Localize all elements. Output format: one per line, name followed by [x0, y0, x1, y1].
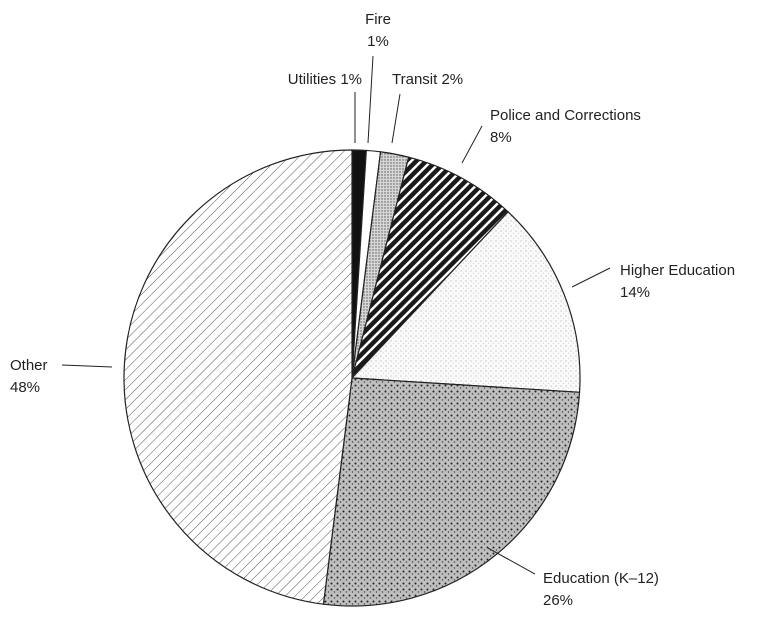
slice-label: Fire 1%: [365, 11, 391, 50]
value-label: 48%: [10, 379, 40, 396]
leader-line: [461, 125, 483, 164]
slice-label: Police and Corrections 8%: [490, 107, 641, 146]
value-label: 2%: [441, 71, 463, 88]
leader-line: [391, 93, 401, 144]
category-label: Fire: [365, 11, 391, 28]
value-label: 8%: [490, 129, 512, 146]
labels: Utilities 1% Fire 1% Transit 2% Police and C…: [10, 11, 735, 609]
value-label: 1%: [367, 33, 389, 50]
slice-label: Education (K–12) 26%: [543, 570, 659, 609]
leader-line: [367, 55, 374, 144]
category-label: Transit: [392, 71, 438, 88]
pie: [123, 149, 581, 607]
slice-label: Utilities 1%: [288, 71, 362, 88]
slice-label: Other 48%: [10, 357, 48, 396]
slice-label: Higher Education 14%: [620, 262, 735, 301]
pie-slice: [350, 210, 581, 393]
category-label: Other: [10, 357, 48, 374]
leader-line: [61, 364, 113, 368]
value-label: 1%: [340, 71, 362, 88]
value-label: 14%: [620, 284, 650, 301]
slice-label: Transit 2%: [392, 71, 463, 88]
value-label: 26%: [543, 592, 573, 609]
leader-line: [571, 267, 611, 288]
category-label: Education (K–12): [543, 570, 659, 587]
category-label: Utilities: [288, 71, 336, 88]
pie-slice: [351, 156, 509, 379]
pie-slice: [322, 377, 581, 607]
category-label: Higher Education: [620, 262, 735, 279]
pie-slice: [123, 149, 353, 605]
leader-line: [487, 547, 536, 575]
category-label: Police and Corrections: [490, 107, 641, 124]
